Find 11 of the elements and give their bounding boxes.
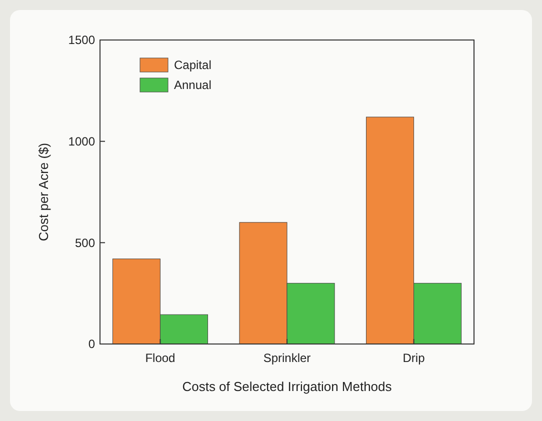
y-tick-label: 0 — [88, 337, 96, 352]
legend-label: Capital — [174, 58, 212, 72]
y-tick-label: 500 — [74, 236, 96, 250]
y-axis-title: Cost per Acre ($) — [36, 142, 51, 242]
x-axis-title: Costs of Selected Irrigation Methods — [182, 379, 392, 394]
x-tick-label: Sprinkler — [263, 351, 311, 365]
x-tick-label: Drip — [402, 351, 426, 365]
x-tick-label: Flood — [145, 351, 176, 365]
y-tick-label: 1000 — [68, 134, 96, 149]
legend-label: Annual — [174, 78, 212, 92]
y-tick-label: 1500 — [68, 33, 96, 48]
